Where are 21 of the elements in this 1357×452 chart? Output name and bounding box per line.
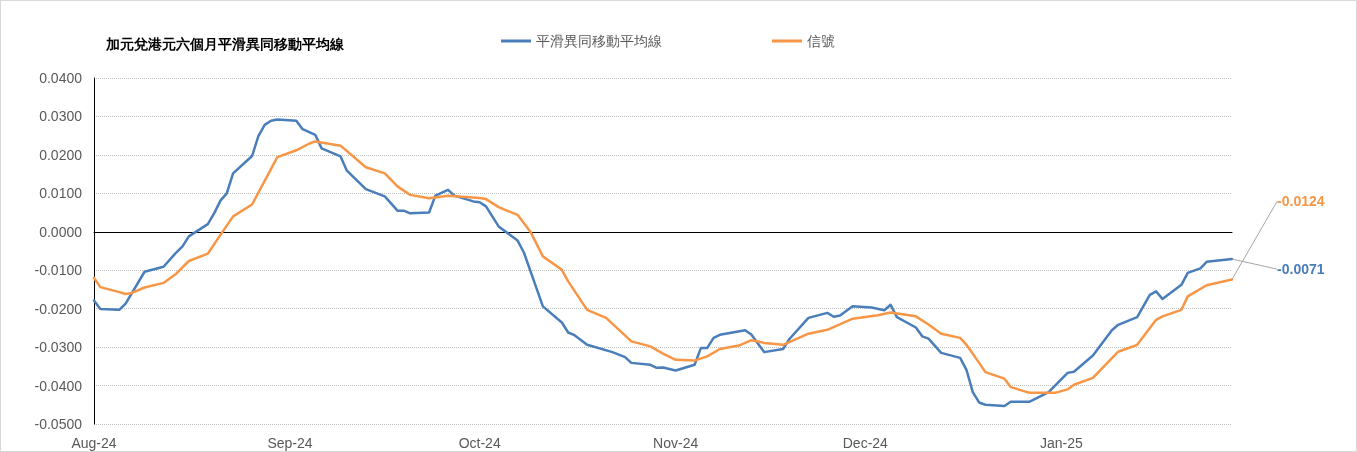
x-tick-label: Dec-24 [842,435,889,451]
y-tick-label: -0.0100 [34,262,83,279]
y-tick-label: 0.0100 [39,185,83,202]
y-tick-label: 0.0300 [39,108,83,125]
x-tick-label: Aug-24 [71,435,117,451]
legend-label: 平滑異同移動平均線 [536,33,662,49]
chart-title: 加元兌港元六個月平滑異同移動平均線 [105,36,345,52]
y-tick-label: 0.0400 [39,70,83,86]
x-tick-label: Sep-24 [267,435,313,451]
data-label: -0.0071 [1277,261,1325,278]
legend-label: 信號 [807,33,835,49]
y-tick-label: -0.0500 [34,416,83,432]
data-label: -0.0124 [1277,193,1325,210]
y-tick-label: 0.0200 [39,146,83,163]
y-tick-label: -0.0400 [34,377,83,394]
y-tick-label: 0.0000 [39,223,83,240]
y-tick-label: -0.0300 [34,339,83,356]
x-tick-label: Oct-24 [458,435,501,451]
x-tick-label: Nov-24 [653,435,699,451]
x-tick-label: Jan-25 [1039,435,1083,451]
y-tick-label: -0.0200 [34,300,83,317]
